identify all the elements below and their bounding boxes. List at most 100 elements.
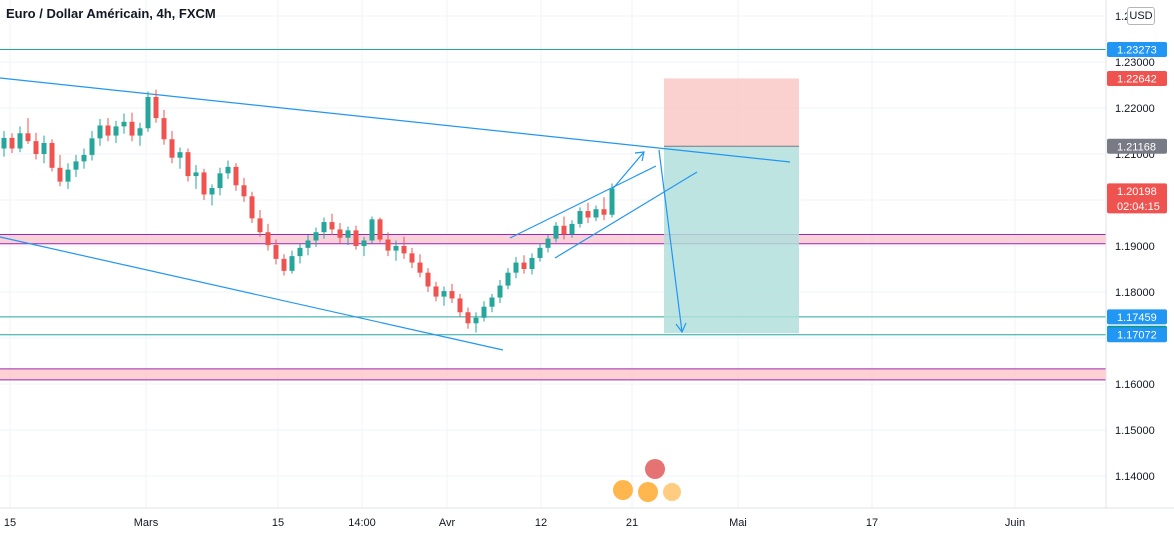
candle xyxy=(321,217,327,239)
candle xyxy=(537,243,543,262)
candle-body xyxy=(233,166,239,186)
candle-body xyxy=(265,232,271,246)
candle xyxy=(73,154,79,177)
price-tick-label: 1.19000 xyxy=(1115,241,1155,253)
candle xyxy=(217,167,223,196)
candle xyxy=(177,147,183,169)
price-label-text: 1.20198 xyxy=(1117,186,1157,198)
price-axis[interactable]: 1.140001.150001.160001.170001.180001.190… xyxy=(1105,0,1174,536)
candle-body xyxy=(449,291,455,299)
price-label-last-price[interactable]: 1.20198 02:04:15 xyxy=(1107,183,1167,214)
candle-body xyxy=(273,245,279,259)
price-label-text: 1.22642 xyxy=(1117,73,1157,85)
price-label-support-b[interactable]: 1.17072 xyxy=(1107,327,1167,343)
price-tick-label: 1.16000 xyxy=(1115,379,1155,391)
candle-body xyxy=(569,223,575,235)
countdown-text: 02:04:15 xyxy=(1117,201,1160,213)
event-icon-flag[interactable] xyxy=(613,480,633,500)
price-label-box xyxy=(1107,138,1167,154)
economic-event-icons[interactable] xyxy=(613,459,681,502)
event-icon-flag[interactable] xyxy=(645,459,665,479)
candle-body xyxy=(73,161,79,170)
candle-body xyxy=(329,222,335,230)
price-label-entry[interactable]: 1.21168 xyxy=(1107,138,1167,154)
price-tick-label: 1.14000 xyxy=(1115,471,1155,483)
currency-selector-button[interactable]: USD xyxy=(1127,7,1155,25)
event-icon-flag[interactable] xyxy=(638,482,658,502)
price-label-stop-loss[interactable]: 1.22642 xyxy=(1107,70,1167,86)
candle xyxy=(345,226,351,246)
time-axis[interactable]: 15 Mars 15 14:00 Avr 12 21 Mai 17 Juin xyxy=(0,507,1174,536)
candle xyxy=(273,239,279,265)
candle xyxy=(161,109,167,145)
candle-body xyxy=(153,96,159,119)
price-label-support-a[interactable]: 1.17459 xyxy=(1107,309,1167,325)
candle xyxy=(65,163,71,189)
candle xyxy=(497,280,503,304)
candle-body xyxy=(105,125,111,136)
candle xyxy=(601,197,607,221)
candle-body xyxy=(33,141,39,154)
candle xyxy=(505,268,511,290)
candle-body xyxy=(17,133,23,149)
projection-arrow-down[interactable] xyxy=(658,149,683,333)
candle xyxy=(393,240,399,261)
candle-body xyxy=(505,272,511,286)
candle xyxy=(569,220,575,238)
candle-body xyxy=(601,209,607,215)
candle xyxy=(329,213,335,235)
candle xyxy=(449,283,455,304)
candle xyxy=(129,112,135,142)
price-label-resistance-top[interactable]: 1.23273 xyxy=(1107,41,1167,57)
candle xyxy=(521,255,527,274)
stop-loss-area[interactable] xyxy=(664,78,799,147)
trendlines[interactable] xyxy=(0,77,791,351)
take-profit-area[interactable] xyxy=(664,146,799,334)
time-tick-label: 15 xyxy=(272,517,284,529)
candle-body xyxy=(361,240,367,246)
candle-body xyxy=(225,166,231,174)
candle xyxy=(89,131,95,161)
time-tick-label: Avr xyxy=(439,517,456,529)
candle xyxy=(33,132,39,160)
candle xyxy=(1,131,7,157)
projection-arrow-up[interactable] xyxy=(609,151,645,193)
candle xyxy=(425,268,431,292)
price-label-box xyxy=(1107,183,1167,214)
candle xyxy=(361,236,367,257)
price-label-box xyxy=(1107,309,1167,325)
candle xyxy=(81,148,87,169)
candle xyxy=(545,234,551,253)
price-label-text: 1.23273 xyxy=(1117,44,1157,56)
candle-body xyxy=(1,137,7,149)
candle-body xyxy=(241,185,247,197)
candle xyxy=(9,133,15,154)
candle-body xyxy=(201,172,207,195)
candle xyxy=(553,222,559,243)
price-label-text: 1.21168 xyxy=(1117,141,1156,153)
candle-body xyxy=(209,188,215,195)
candle-body xyxy=(593,209,599,218)
time-tick-label: Mars xyxy=(134,517,159,529)
candle-body xyxy=(521,262,527,269)
upper-channel-line[interactable] xyxy=(0,77,791,163)
candle xyxy=(281,254,287,276)
candle-body xyxy=(609,188,615,215)
candle-body xyxy=(145,96,151,129)
candle-body xyxy=(473,317,479,324)
candle-body xyxy=(465,312,471,324)
event-icon-flag[interactable] xyxy=(663,483,681,501)
rising-wedge-lower[interactable] xyxy=(554,171,698,259)
price-label-box xyxy=(1107,41,1167,57)
price-tick-label: 1.18000 xyxy=(1115,287,1155,299)
time-tick-label: 12 xyxy=(535,517,547,529)
price-tick-label: 1.23000 xyxy=(1115,57,1155,69)
candle xyxy=(377,217,383,243)
lower-channel-line[interactable] xyxy=(0,236,504,351)
short-position-tool[interactable] xyxy=(664,78,799,334)
candle xyxy=(25,118,31,144)
candle xyxy=(169,131,175,164)
rising-wedge-upper[interactable] xyxy=(509,165,657,239)
